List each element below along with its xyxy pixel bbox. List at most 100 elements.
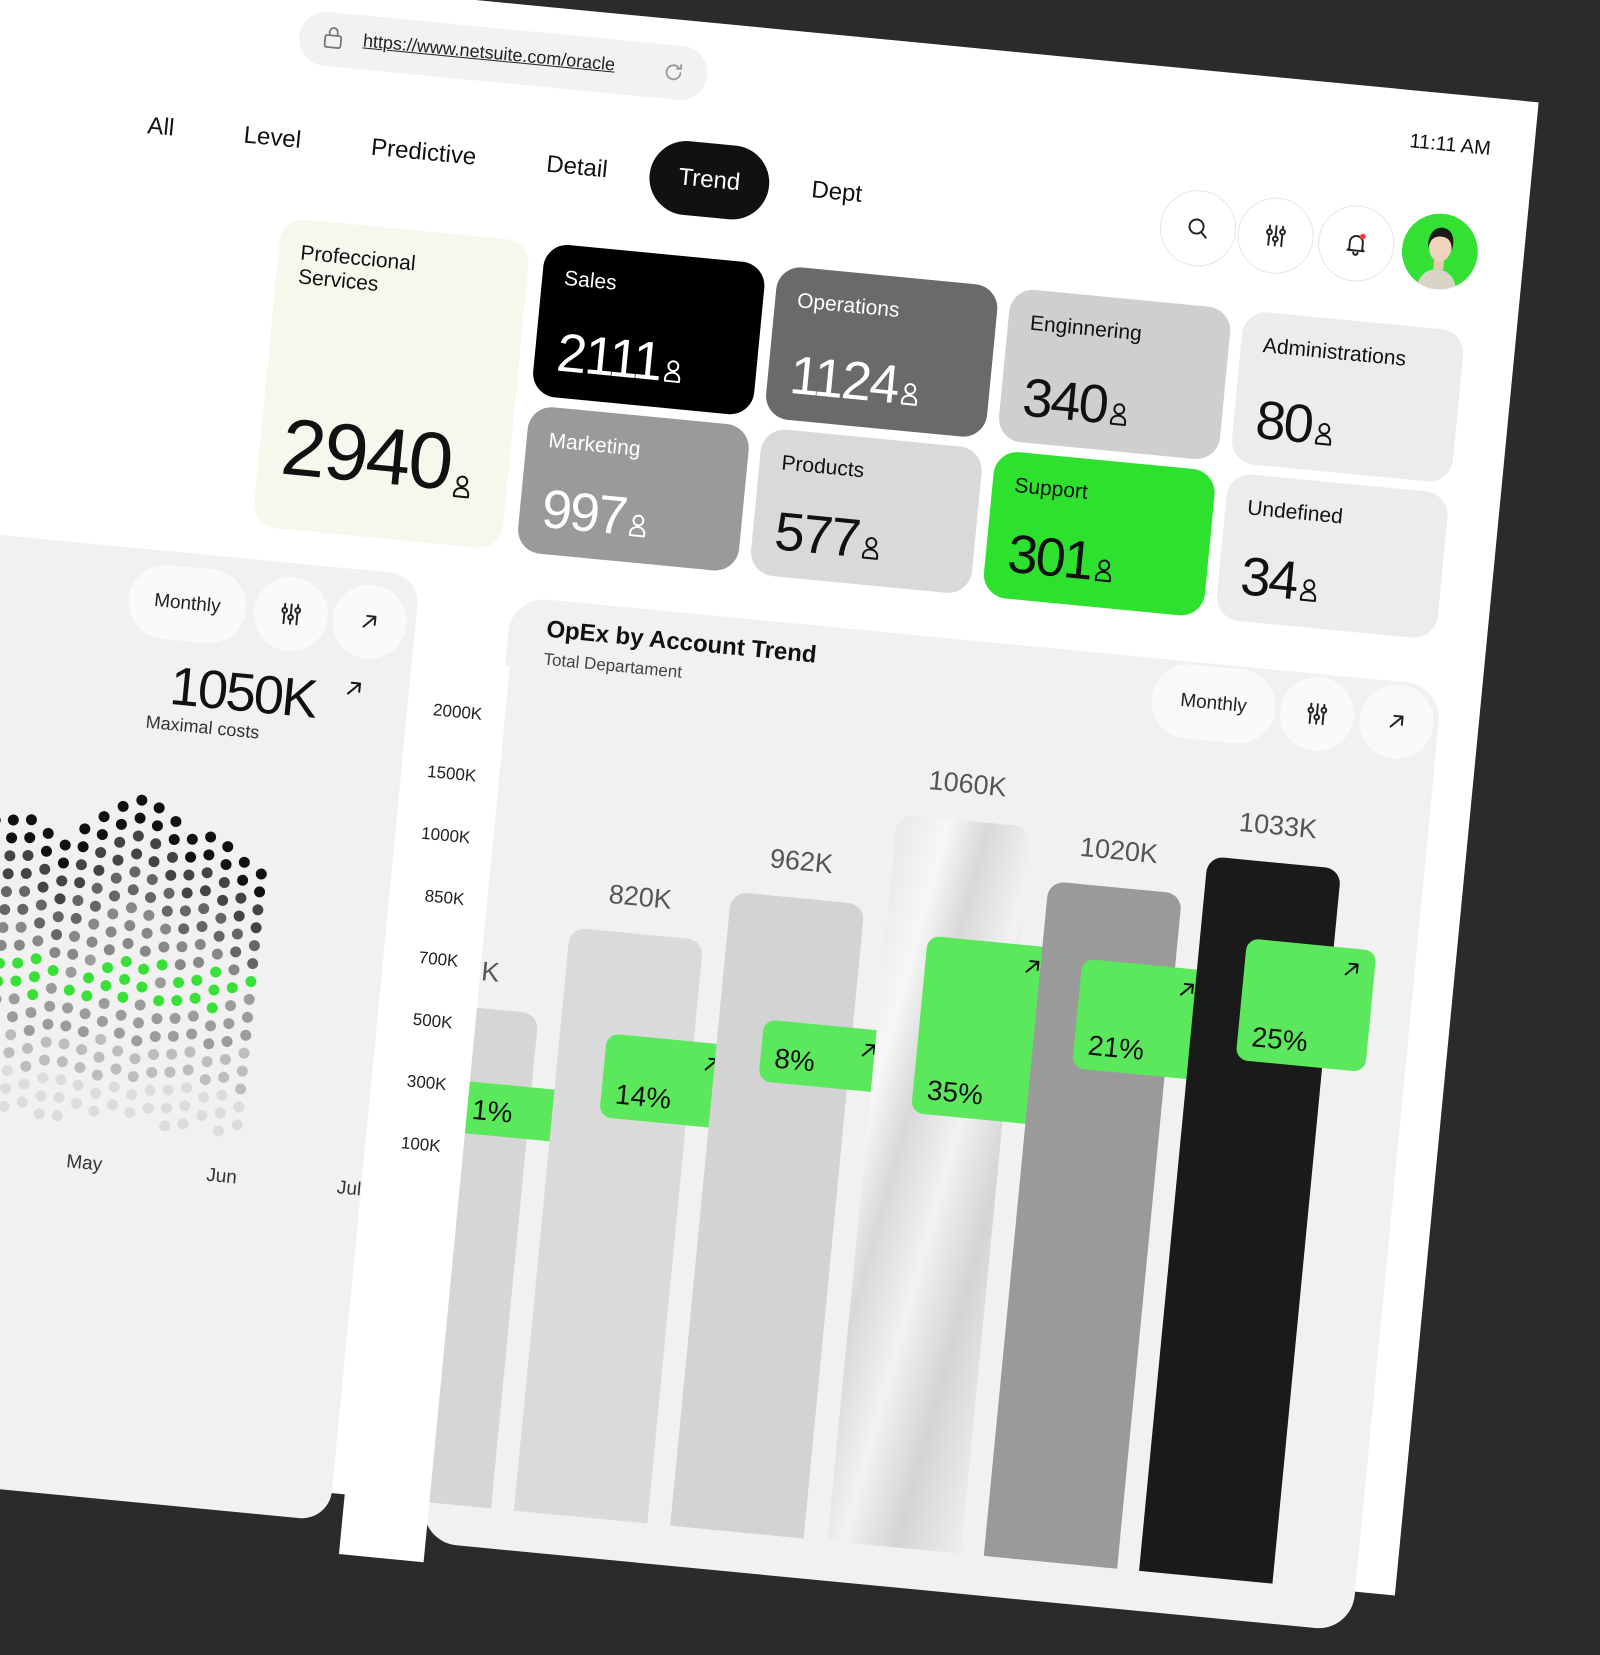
dot [218, 1052, 231, 1065]
dot [126, 1070, 139, 1083]
department-card[interactable]: Administrations 80 [1229, 310, 1466, 484]
change-value: 1% [470, 1093, 514, 1129]
icon-graphic [1094, 559, 1112, 583]
department-card[interactable]: Marketing 997 [515, 405, 751, 573]
dot [200, 866, 213, 879]
dot [97, 810, 110, 823]
avatar[interactable] [1398, 210, 1481, 293]
department-card[interactable]: Enginnering 340 [996, 287, 1233, 462]
period-button[interactable]: Monthly [1148, 661, 1279, 747]
tab[interactable]: Trend [646, 137, 773, 223]
department-count: 340 [1020, 367, 1131, 436]
department-name: Sales [563, 266, 618, 295]
dot [119, 954, 132, 967]
change-value: 35% [925, 1074, 985, 1111]
department-name: Operations [796, 289, 901, 322]
dot [185, 832, 198, 845]
expand-button[interactable] [329, 581, 410, 663]
person-icon [899, 361, 922, 416]
dot [217, 1070, 230, 1083]
tab[interactable]: Dept [810, 176, 864, 208]
dot [207, 983, 220, 996]
dot [88, 899, 101, 912]
dot [221, 840, 234, 853]
dot [204, 1019, 217, 1032]
department-card[interactable]: Operations 1124 [763, 265, 1000, 439]
dot [195, 919, 208, 932]
icon-graphic [1179, 983, 1194, 996]
dot [46, 963, 59, 976]
dot [249, 921, 262, 934]
dot [135, 793, 148, 806]
icon-graphic [629, 526, 646, 538]
dot [16, 902, 29, 915]
dot [19, 1059, 32, 1072]
icon-graphic [1266, 224, 1286, 248]
tab[interactable]: Detail [545, 150, 609, 184]
dot [2, 1046, 15, 1059]
dot [219, 858, 232, 871]
dot [104, 925, 117, 938]
dot [239, 1028, 252, 1041]
dot [15, 1095, 28, 1108]
dot [34, 1089, 47, 1102]
dot [114, 817, 127, 830]
dot [142, 908, 155, 921]
icon-graphic [1279, 228, 1286, 236]
dot [159, 922, 172, 935]
count-value: 1124 [787, 344, 901, 416]
icon-graphic [1401, 213, 1478, 292]
tab[interactable]: Level [242, 121, 303, 154]
dot [116, 990, 129, 1003]
url-bar[interactable]: https://www.netsuite.com/oracle [296, 9, 710, 103]
tab[interactable]: Predictive [369, 133, 478, 171]
filter-button[interactable] [250, 573, 332, 655]
dot [202, 848, 215, 861]
department-count: 577 [772, 501, 883, 570]
dot [126, 883, 139, 896]
dot [36, 1071, 49, 1084]
department-card[interactable]: Products 577 [748, 427, 984, 596]
dot [39, 1035, 52, 1048]
dot [202, 1037, 215, 1050]
dot [3, 849, 16, 862]
dot [58, 838, 71, 851]
dot [251, 903, 264, 916]
dot [34, 898, 47, 911]
department-count: 301 [1005, 524, 1116, 593]
expand-button[interactable] [1356, 681, 1438, 762]
dot [66, 947, 79, 960]
dot [48, 946, 61, 959]
change-value: 21% [1086, 1029, 1146, 1066]
dot [83, 953, 96, 966]
search-button[interactable] [1156, 186, 1240, 270]
filter-button[interactable] [1234, 194, 1318, 278]
count-value: 577 [772, 501, 862, 570]
icon-graphic [1113, 403, 1126, 416]
change-badge: 25% [1235, 938, 1377, 1073]
department-card[interactable]: Support 301 [981, 449, 1217, 618]
icon-graphic [1025, 960, 1040, 973]
notification-button[interactable] [1314, 202, 1398, 285]
icon-graphic [1109, 403, 1127, 426]
dot [190, 973, 203, 986]
dot [9, 974, 22, 987]
dot [242, 992, 255, 1005]
dot [132, 1016, 145, 1029]
department-card[interactable]: Profeccional Services 2940 [252, 217, 531, 550]
dot [53, 892, 66, 905]
icon-graphic [456, 475, 469, 488]
dot [241, 1010, 254, 1023]
department-card[interactable]: Undefined 34 [1214, 472, 1450, 640]
filter-button[interactable] [1276, 673, 1358, 755]
dot [123, 1105, 136, 1118]
dot [41, 1017, 54, 1030]
department-card[interactable]: Sales 2111 [530, 242, 767, 417]
dot [125, 901, 138, 914]
dot [130, 1034, 143, 1047]
icon-graphic [1307, 702, 1328, 726]
period-button[interactable]: Monthly [125, 561, 250, 647]
dot [210, 947, 223, 960]
dot [18, 884, 31, 897]
department-name: Support [1013, 473, 1089, 504]
